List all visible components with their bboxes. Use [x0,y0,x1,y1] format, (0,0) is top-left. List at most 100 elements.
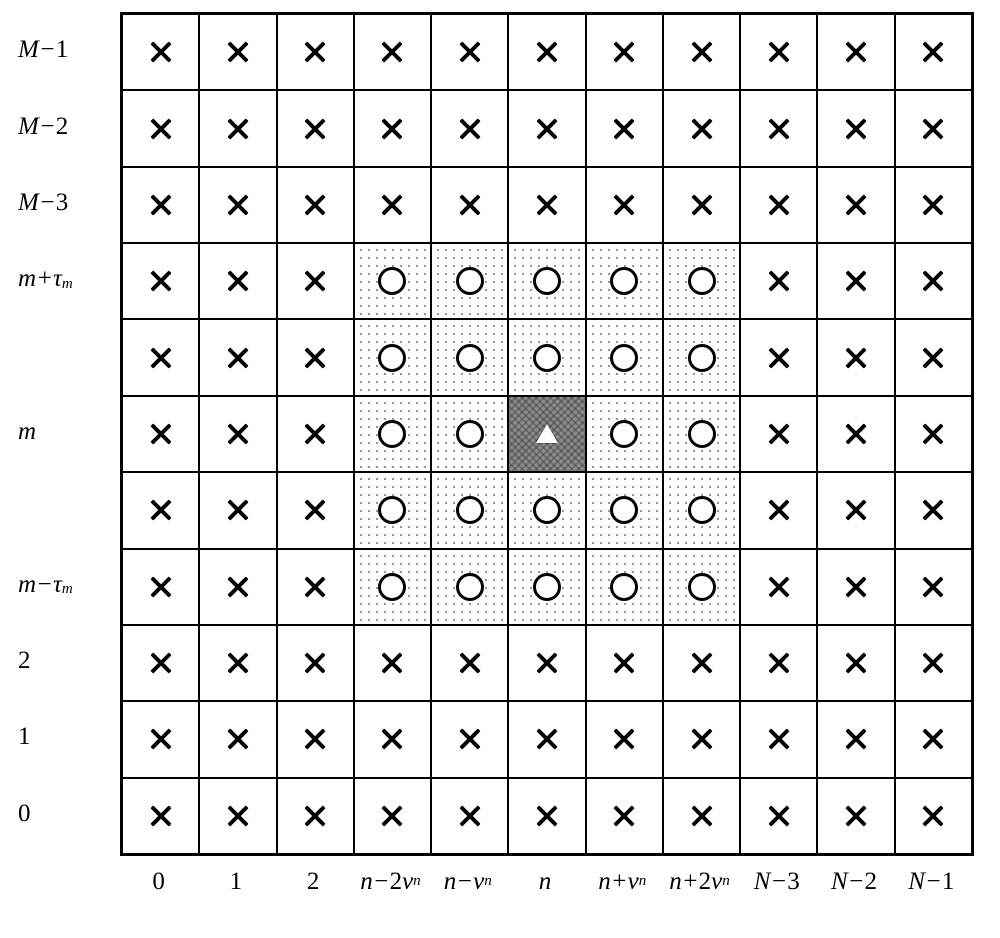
grid-cell [817,90,894,166]
circle-mark [456,573,484,601]
grid-cell [199,14,276,90]
circle-mark [378,496,406,524]
grid-cell [431,701,508,777]
grid-cell [277,14,354,90]
grid-cell [122,319,199,395]
grid-cell [431,167,508,243]
grid-cell [663,90,740,166]
col-label: 0 [120,868,197,928]
grid-cell [199,396,276,472]
grid-cell [817,472,894,548]
grid-cell [508,625,585,701]
grid-cell [740,167,817,243]
row-label [18,470,116,546]
grid-cell [199,319,276,395]
grid-cell [431,778,508,854]
circle-mark [688,496,716,524]
grid-cell [508,396,585,472]
row-label: m−τm [18,547,116,623]
grid-cell [586,472,663,548]
grid-cell [122,396,199,472]
grid-cell [122,90,199,166]
grid-cell [740,549,817,625]
col-label: 1 [197,868,274,928]
circle-mark [610,267,638,295]
grid-cell [122,778,199,854]
grid-cell [586,701,663,777]
grid-cell [199,701,276,777]
grid-cell [817,701,894,777]
circle-mark [688,344,716,372]
grid-cell [508,319,585,395]
grid-cell [663,319,740,395]
col-axis-labels: 012n−2νnn−νnnn+νnn+2νnN−3N−2N−1 [120,868,970,928]
grid-cell [431,14,508,90]
row-axis-labels: M−1M−2M−3m+τmmm−τm210 [18,12,116,852]
circle-mark [456,344,484,372]
grid-cell [508,472,585,548]
circle-mark [610,420,638,448]
col-label: n−νn [429,868,506,928]
grid-cell [431,90,508,166]
grid-cell [740,701,817,777]
grid-cell [586,396,663,472]
grid-cell [817,319,894,395]
circle-mark [688,420,716,448]
circle-mark [533,267,561,295]
col-label: n+νn [584,868,661,928]
row-label: 0 [18,776,116,852]
grid-cell [663,625,740,701]
grid-cell [740,625,817,701]
grid-cell [122,14,199,90]
grid-cell [663,778,740,854]
grid-cell [431,243,508,319]
grid-cell [199,549,276,625]
grid-cell [586,549,663,625]
grid-cell [277,701,354,777]
grid-cell [817,167,894,243]
grid-cell [122,701,199,777]
grid-cell [586,319,663,395]
grid-cell [586,14,663,90]
grid-cell [122,472,199,548]
grid-cell [895,472,972,548]
grid-cell [199,90,276,166]
circle-mark [688,267,716,295]
grid-cell [199,472,276,548]
grid-cell [354,167,431,243]
col-label: n [506,868,583,928]
grid-cell [354,625,431,701]
circle-mark [610,496,638,524]
grid-cell [277,243,354,319]
circle-mark [533,573,561,601]
grid-cell [354,319,431,395]
col-label: n−2νn [352,868,429,928]
circle-mark [378,267,406,295]
grid-cell [740,90,817,166]
grid-cell [122,167,199,243]
grid-cell [508,549,585,625]
grid-cell [817,625,894,701]
grid-cell [740,396,817,472]
grid-cell [277,167,354,243]
grid-cell [817,396,894,472]
grid-cell [354,701,431,777]
circle-mark [610,344,638,372]
grid-cell [354,243,431,319]
figure-wrap: M−1M−2M−3m+τmmm−τm210 012n−2νnn−νnnn+νnn… [0,0,1000,938]
grid-cell [895,396,972,472]
grid-cell [663,701,740,777]
grid-cell [431,472,508,548]
grid-cell [277,396,354,472]
grid-cell [508,90,585,166]
circle-mark [533,344,561,372]
circle-mark [456,420,484,448]
grid-cell [354,472,431,548]
circle-mark [610,573,638,601]
grid-cell [199,778,276,854]
grid-cell [277,472,354,548]
grid-cell [895,319,972,395]
grid-cell [199,243,276,319]
grid [120,12,974,856]
circle-mark [378,420,406,448]
